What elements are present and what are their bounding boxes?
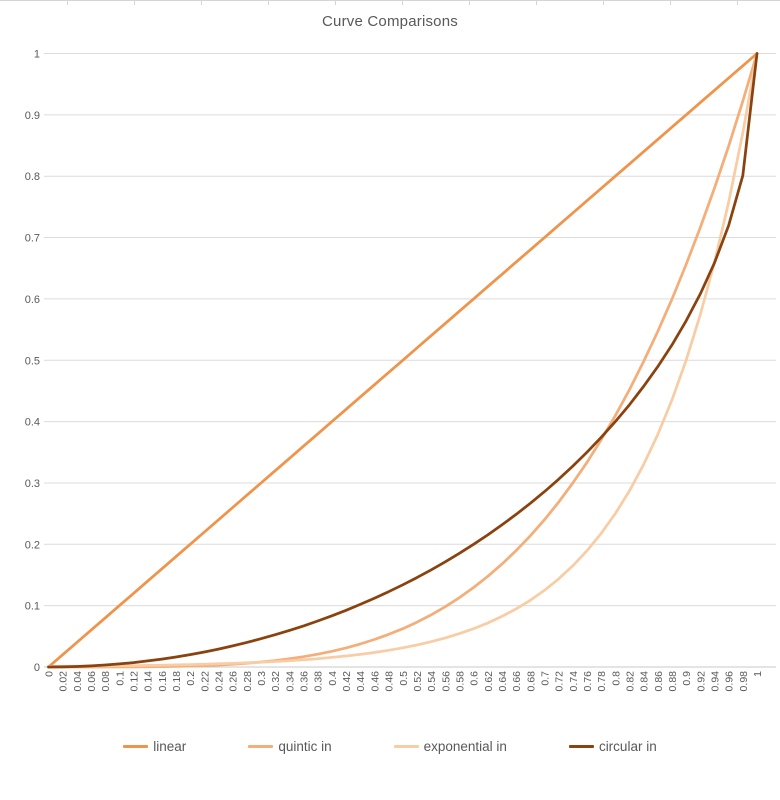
legend-swatch-icon: [568, 745, 594, 748]
x-tick-label: 0.66: [511, 671, 523, 692]
x-tick-label: 0.3: [256, 671, 268, 686]
x-tick-label: 0.82: [624, 671, 636, 692]
x-tick-label: 0.74: [568, 671, 580, 692]
x-tick-label: 0.6: [469, 671, 481, 686]
legend-item-quintic-in: quintic in: [248, 739, 332, 754]
y-tick-label: 0.1: [25, 601, 40, 613]
top-edge-ticks: [0, 0, 780, 5]
x-tick-label: 0.54: [426, 671, 438, 692]
x-tick-label: 0.64: [497, 671, 509, 692]
x-tick-label: 0.12: [129, 671, 141, 692]
x-tick-label: 0.86: [653, 671, 665, 692]
plot-canvas: 00.10.20.30.40.50.60.70.80.910 0.02 0.04 0.…: [25, 49, 776, 692]
x-tick-label: 0.8: [610, 671, 622, 686]
x-tick-label: 0.92: [695, 671, 707, 692]
x-tick-label: 0.76: [582, 671, 594, 692]
x-tick-label: 0.58: [454, 671, 466, 692]
x-tick-label: 0.94: [709, 671, 721, 692]
x-tick-label: 0.16: [157, 671, 169, 692]
x-tick-label: 0.52: [412, 671, 424, 692]
legend-item-exponential-in: exponential in: [393, 739, 507, 754]
x-tick-label: 0.36: [299, 671, 311, 692]
legend-label: exponential in: [423, 739, 507, 754]
legend-label: quintic in: [278, 739, 332, 754]
x-tick-label: 0.1: [114, 671, 126, 686]
x-tick-label: 0.62: [483, 671, 495, 692]
x-tick-label: 0: [44, 671, 56, 677]
x-tick-label: 1: [752, 671, 764, 677]
x-tick-label: 0.96: [724, 671, 736, 692]
x-tick-label: 0.14: [143, 671, 155, 692]
x-tick-label: 0.32: [270, 671, 282, 692]
legend-item-circular-in: circular in: [568, 739, 657, 754]
x-tick-label: 0.18: [171, 671, 183, 692]
x-tick-label: 0.28: [242, 671, 254, 692]
legend-swatch-icon: [393, 745, 419, 748]
x-tick-label: 0.5: [398, 671, 410, 686]
chart-title: Curve Comparisons: [322, 13, 458, 30]
x-tick-label: 0.44: [355, 671, 367, 692]
x-tick-label: 0.42: [341, 671, 353, 692]
x-tick-label: 0.08: [100, 671, 112, 692]
x-tick-label: 0.4: [327, 671, 339, 686]
x-tick-label: 0.22: [199, 671, 211, 692]
y-tick-label: 0.9: [25, 110, 40, 122]
legend-swatch-icon: [123, 745, 149, 748]
y-tick-label: 0.8: [25, 171, 40, 183]
series-line-exponential-in: [47, 52, 759, 668]
x-tick-label: 0.2: [185, 671, 197, 686]
series-line-circular-in: [47, 52, 759, 669]
x-tick-label: 0.26: [228, 671, 240, 692]
legend-item-linear: linear: [123, 739, 186, 754]
chart-legend: linear quintic in exponential in circular i…: [0, 739, 780, 754]
x-tick-label: 0.72: [554, 671, 566, 692]
x-tick-label: 0.78: [596, 671, 608, 692]
x-tick-label: 0.24: [214, 671, 226, 692]
y-tick-label: 0.6: [25, 294, 40, 306]
x-tick-label: 0.9: [681, 671, 693, 686]
y-tick-label: 0.2: [25, 539, 40, 551]
legend-label: circular in: [598, 739, 657, 754]
x-tick-label: 0.84: [639, 671, 651, 692]
series-line-linear: [47, 52, 759, 669]
series-line-quintic-in: [47, 52, 759, 669]
y-tick-label: 0: [34, 662, 40, 674]
legend-swatch-icon: [248, 745, 274, 748]
x-tick-label: 0.68: [525, 671, 537, 692]
y-tick-label: 0.5: [25, 355, 40, 367]
x-tick-label: 0.88: [667, 671, 679, 692]
x-tick-label: 0.7: [539, 671, 551, 686]
y-tick-label: 0.7: [25, 233, 40, 245]
x-tick-label: 0.98: [738, 671, 750, 692]
x-tick-label: 0.34: [284, 671, 296, 692]
x-tick-label: 0.02: [58, 671, 70, 692]
y-tick-label: 0.3: [25, 478, 40, 490]
legend-label: linear: [153, 739, 187, 754]
x-tick-label: 0.56: [440, 671, 452, 692]
x-tick-label: 0.06: [86, 671, 98, 692]
x-tick-label: 0.38: [313, 671, 325, 692]
x-tick-label: 0.04: [72, 671, 84, 692]
x-tick-label: 0.46: [369, 671, 381, 692]
y-tick-label: 1: [34, 49, 40, 61]
y-tick-label: 0.4: [25, 417, 40, 429]
x-tick-label: 0.48: [384, 671, 396, 692]
